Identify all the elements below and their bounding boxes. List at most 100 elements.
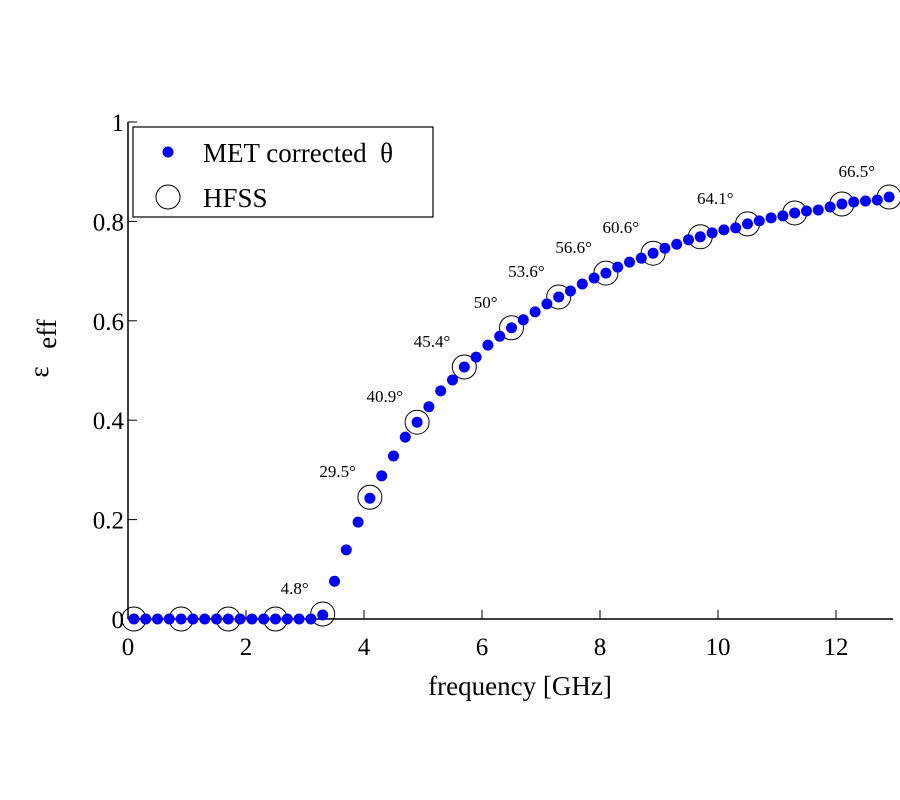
met-point: [706, 227, 718, 239]
met-point: [576, 278, 588, 290]
y-ticks: 0 0.2 0.4 0.6 0.8 1: [93, 110, 137, 634]
met-point: [340, 544, 352, 556]
met-point: [848, 196, 860, 208]
met-point: [494, 330, 506, 342]
met-point: [730, 222, 742, 234]
met-point: [270, 613, 281, 625]
met-point: [553, 291, 565, 303]
hfss-point: [451, 354, 477, 380]
met-point: [482, 339, 494, 351]
met-point: [789, 207, 801, 219]
met-point: [506, 322, 517, 334]
y-tick-label: 0.2: [93, 508, 124, 535]
met-point: [140, 613, 152, 625]
met-point: [600, 267, 612, 279]
angle-annotation: 56.6°: [555, 238, 592, 257]
met-point: [671, 238, 683, 250]
hfss-point: [499, 315, 524, 341]
met-point: [222, 613, 234, 625]
x-tick-label: 6: [476, 634, 489, 661]
met-point: [718, 224, 730, 236]
met-point: [517, 314, 529, 326]
met-point: [199, 613, 211, 625]
met-point: [765, 212, 777, 224]
met-point: [258, 613, 270, 625]
met-point: [234, 613, 246, 625]
met-point: [447, 374, 458, 386]
angle-annotation: 29.5°: [319, 462, 356, 481]
x-axis-label: frequency [GHz]: [428, 671, 612, 701]
met-point: [565, 285, 576, 297]
y-tick-label: 0.8: [93, 209, 124, 236]
met-point: [860, 195, 871, 207]
met-point: [352, 516, 364, 528]
angle-annotation: 4.8°: [281, 579, 309, 598]
met-point: [871, 194, 883, 206]
x-tick-label: 8: [594, 634, 607, 661]
y-tick-label: 1: [112, 110, 125, 137]
met-point: [281, 613, 293, 625]
legend-marker-hfss: [155, 184, 181, 210]
angle-annotation: 40.9°: [367, 387, 404, 406]
met-point: [812, 204, 824, 216]
y-axis-label: ε eff: [24, 319, 62, 377]
met-point: [364, 492, 376, 504]
met-point: [152, 613, 163, 625]
met-point: [175, 613, 187, 625]
y-tick-label: 0: [112, 607, 125, 634]
legend-label-met: MET corrected θ: [203, 138, 393, 168]
x-ticks: 0 2 4 6 8 10 12: [122, 610, 849, 661]
x-tick-label: 0: [122, 634, 135, 661]
met-point: [635, 252, 647, 264]
met-point: [742, 218, 753, 230]
met-point: [529, 306, 541, 318]
met-point: [388, 450, 399, 462]
angle-annotation: 53.6°: [508, 262, 545, 281]
axes: 0 2 4 6 8 10 12 0 0.2 0.4 0.6 0.8 1: [93, 110, 894, 661]
hfss-point: [404, 409, 430, 435]
legend-label-hfss: HFSS: [203, 183, 268, 213]
legend-box: [132, 126, 434, 218]
y-axis-label-symbol: ε: [24, 366, 54, 377]
series-hfss: [121, 184, 900, 632]
x-tick-label: 2: [240, 634, 253, 661]
met-point: [624, 256, 635, 268]
met-point: [647, 247, 659, 259]
met-point: [411, 416, 423, 428]
met-point: [435, 385, 447, 397]
met-point: [683, 234, 694, 246]
angle-annotation: 45.4°: [414, 332, 451, 351]
met-point: [211, 613, 222, 625]
met-point: [329, 575, 340, 587]
hfss-point: [357, 484, 383, 510]
met-point: [612, 261, 624, 273]
met-point: [458, 361, 470, 373]
met-point: [470, 351, 482, 363]
met-point: [753, 215, 765, 227]
met-point: [317, 609, 329, 621]
met-point: [187, 613, 199, 625]
met-point: [836, 198, 848, 210]
met-point: [801, 205, 812, 217]
met-point: [588, 272, 600, 284]
x-tick-label: 12: [824, 634, 849, 661]
x-tick-label: 4: [358, 634, 371, 661]
angle-annotation: 60.6°: [603, 218, 640, 237]
angle-annotation: 50°: [474, 293, 498, 312]
y-tick-label: 0.4: [93, 408, 125, 435]
met-point: [824, 201, 836, 213]
hfss-point: [546, 284, 572, 310]
legend-marker-met: [162, 146, 174, 158]
met-point: [777, 210, 789, 222]
met-point: [128, 613, 140, 625]
met-point: [883, 191, 895, 203]
met-point: [246, 613, 258, 625]
angle-annotation: 64.1°: [697, 189, 734, 208]
x-tick-label: 10: [706, 634, 731, 661]
met-point: [293, 613, 305, 625]
met-point: [163, 613, 175, 625]
y-tick-label: 0.6: [93, 309, 124, 336]
met-point: [423, 401, 435, 413]
met-point: [694, 231, 706, 243]
